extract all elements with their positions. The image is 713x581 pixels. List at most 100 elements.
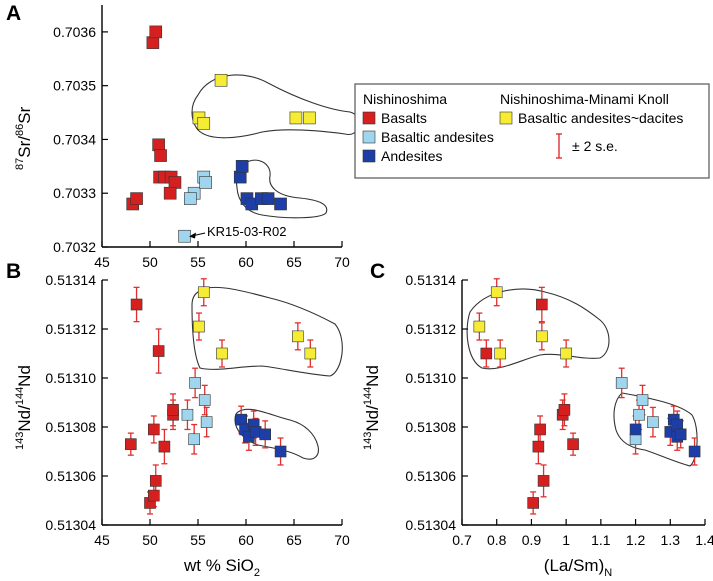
legend-label-basaltic-andesites: Basaltic andesites [381,129,494,145]
legend-box [354,83,710,179]
panel-b-point-basaltic-andesites-dacites [292,330,304,343]
panel-b-x-main: wt % SiO [183,556,254,575]
panel-a-point-basalts [154,149,167,162]
panel-b-point-basaltic-andesites-dacites [304,347,317,360]
legend-swatch-minami [499,111,513,125]
panel-c-point-basalts [480,347,493,360]
panel-c-y-main: Nd/ [363,405,382,432]
panel-c-point-basaltic-andesites [633,408,645,421]
panel-b-point-basaltic-andesites [198,394,211,406]
panel-a-y-tick-label: 0.7034 [53,131,96,147]
panel-letter-a: A [6,2,21,25]
panel-c-point-basalts [567,438,579,450]
panel-c-ticks: 0.7 0.8 0.9 1 1.1 1.2 1.3 1.4 0.51304 0.51306 0.51… [405,272,713,548]
legend-swatch-basaltic-andesites [362,130,376,144]
panel-b-y-tick-label: 0.51314 [45,272,96,288]
panel-b-point-basaltic-andesites-dacites [197,286,210,299]
panel-b-x-tick-label: 55 [190,532,206,548]
panel-a-point-basalts [149,25,163,39]
panel-a-point-basaltic-andesites [178,229,191,243]
panel-c-point-basalts [558,404,571,416]
outline-andesite-group-a [235,159,328,219]
panel-a-points [126,25,316,243]
panel-b-x-tick-label: 50 [142,532,158,548]
panel-a-y-sup1: 87 [14,158,26,170]
panel-a-point-basaltic-andesites-dacites [197,117,211,130]
panel-b-x-tick-label: 45 [94,532,110,548]
panel-c-error-bars [476,278,698,515]
panel-b-point-basaltic-andesites-dacites [193,320,205,333]
panel-b-point-andesites [235,413,247,426]
panel-a-y-sup2: 86 [14,124,26,136]
panel-c-point-basaltic-andesites-dacites [490,286,503,299]
panel-c-point-basaltic-andesites [647,416,659,428]
panel-a-x-tick-label: 65 [286,254,302,270]
panel-a-point-basalts [146,36,160,49]
panel-b-point-andesites [259,428,272,441]
panel-a-axes [101,5,342,248]
panel-c-point-basaltic-andesites [615,377,628,389]
panel-b-group-outlines [191,286,343,460]
kr15-annotation: KR15-03-R02 [189,224,287,239]
panel-c-x-axis-title: (La/Sm)N [544,556,612,579]
svg-text:143Nd/144Nd: 143Nd/144Nd [14,365,34,450]
panel-c-point-basalts [537,475,550,487]
panel-a-point-basaltic-andesites [184,192,197,205]
panel-c-x-sub: N [604,567,612,579]
panel-a-y-tick-label: 0.7032 [53,239,96,255]
panel-b-x-tick-label: 60 [238,532,254,548]
panel-a-group-outlines [191,74,360,219]
panel-b-point-basaltic-andesites [200,416,213,428]
panel-b-y-tick-label: 0.51310 [45,370,96,386]
panel-c-point-basalts [536,298,548,311]
panel-b-y-sup1: 143 [14,432,26,450]
panel-a-point-basaltic-andesites-dacites [289,111,303,125]
panel-b-point-andesites [274,445,287,458]
panel-b-x-axis-title: wt % SiO2 [183,556,260,579]
panel-b-point-basalts [167,404,179,416]
panel-b-point-basalts [158,440,171,453]
panel-c-y-tick-label: 0.51310 [405,370,456,386]
panel-letter-b: B [6,260,21,283]
panel-a-y-tick-label: 0.7033 [53,185,96,201]
panel-c-x-tick-label: 1.4 [695,532,713,548]
panel-letter-c: C [370,260,385,283]
panel-c-point-basalts [534,423,546,436]
panel-a-x-tick-label: 60 [238,254,254,270]
panel-c-x-main: (La/Sm) [544,556,604,575]
panel-c-axes [461,280,705,526]
panel-b-x-sub: 2 [254,567,260,579]
panel-b-point-basalts [125,438,137,450]
panel-b-point-basaltic-andesites [188,433,200,446]
outline-andesite-group-c [613,392,698,467]
outline-andesite-group-b [234,408,319,460]
panel-b-x-tick-label: 65 [286,532,302,548]
panel-c-y-tick-label: 0.51304 [405,517,456,533]
panel-a-y-axis-title: 87Sr/86Sr [14,106,34,170]
legend-swatch-andesites [362,149,376,163]
panel-b-y-tick-label: 0.51308 [45,419,96,435]
panel-b-point-basalts [149,475,162,487]
panel-c-y-tail: Nd [363,365,382,387]
panel-c-x-tick-label: 1 [562,532,570,548]
panel-a-y-tick-label: 0.7036 [53,24,96,40]
panel-a-x-tick-label: 45 [94,254,110,270]
panel-b-point-basalts [148,423,160,436]
legend-label-error: ± 2 s.e. [572,138,618,154]
panel-a-x-tick-label: 50 [142,254,158,270]
panel-c-x-tick-label: 1.1 [591,532,611,548]
panel-a-point-basalts [152,138,165,152]
panel-c-group-outlines [466,288,698,467]
panel-b-y-main: Nd/ [15,405,34,432]
panel-b-y-axis-title: 143Nd/144Nd [14,365,34,450]
panel-a-point-basaltic-andesites-dacites [214,73,228,87]
panel-b-point-basalts [130,298,143,311]
panel-a-y-tick-label: 0.7035 [53,78,96,94]
panel-b-chart: 45 50 55 60 65 70 0.51304 0.51306 0.51308 0.51310… [14,272,350,579]
panel-a-y-main: Sr/ [15,136,34,158]
legend: Nishinoshima Nishinoshima-Minami Knoll B… [354,83,710,179]
panel-a-point-basaltic-andesites [199,176,212,189]
panel-a-point-andesites [233,170,247,184]
panel-b-points [125,286,317,509]
